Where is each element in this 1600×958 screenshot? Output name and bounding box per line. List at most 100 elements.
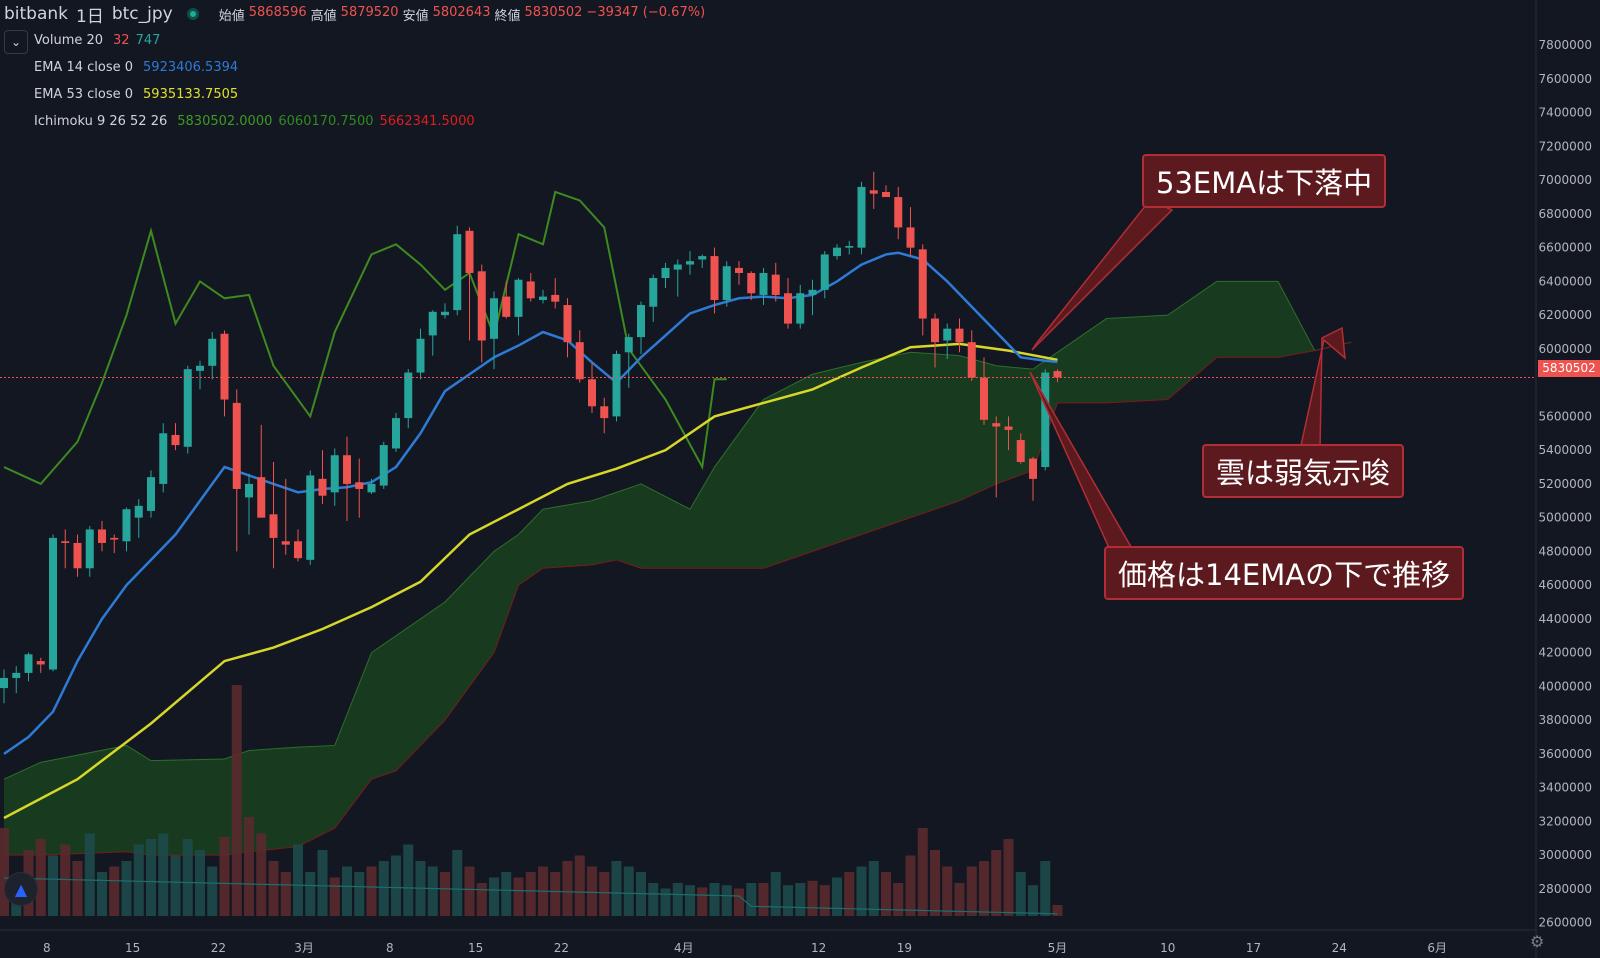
candle-body bbox=[477, 271, 486, 341]
candle-body bbox=[588, 379, 596, 407]
volume-value-1: 32 bbox=[113, 33, 130, 48]
legend-ichimoku[interactable]: Ichimoku 9 26 52 26 5830502.0000 6060170… bbox=[34, 114, 475, 129]
volume-label: Volume 20 bbox=[34, 33, 104, 48]
candle-body bbox=[453, 234, 462, 311]
candle-body bbox=[73, 542, 82, 569]
legend-ema53[interactable]: EMA 53 close 0 5935133.7505 bbox=[34, 87, 238, 102]
candle-body bbox=[612, 353, 621, 417]
candle-body bbox=[514, 279, 523, 317]
volume-bar bbox=[109, 866, 120, 916]
ema14-line bbox=[3, 251, 1058, 755]
y-tick-label: 7600000 bbox=[1539, 72, 1592, 86]
candle-body bbox=[416, 338, 425, 373]
candle-body bbox=[318, 478, 327, 496]
x-tick-label: 19 bbox=[897, 941, 912, 955]
candle-body bbox=[392, 418, 400, 449]
volume-bar bbox=[366, 866, 377, 916]
candle-body bbox=[379, 445, 388, 486]
volume-bar bbox=[611, 861, 622, 916]
x-tick-label: 12 bbox=[811, 941, 826, 955]
x-tick-label: 6月 bbox=[1427, 941, 1447, 955]
candle-body bbox=[686, 261, 694, 265]
volume-bar bbox=[856, 866, 867, 916]
volume-bar bbox=[354, 872, 365, 916]
volume-bar bbox=[550, 872, 561, 916]
candle-body bbox=[220, 333, 229, 400]
interval-label[interactable]: 1日 bbox=[76, 6, 104, 27]
market-status-icon bbox=[186, 8, 199, 20]
candle-body bbox=[490, 298, 498, 339]
x-tick-label: 8 bbox=[386, 941, 394, 955]
symbol-name[interactable]: btc_jpy bbox=[111, 4, 173, 24]
volume-bar bbox=[60, 844, 71, 916]
candle-body bbox=[967, 342, 976, 378]
volume-bar bbox=[72, 861, 83, 916]
low-label: 安値 bbox=[402, 8, 429, 24]
y-tick-label: 6200000 bbox=[1539, 308, 1592, 322]
candle-body bbox=[355, 482, 364, 489]
candle-body bbox=[404, 372, 413, 419]
volume-bar bbox=[966, 866, 977, 916]
symbol-header: bitbank 1日 btc_jpy 始値 5868596 高値 5879520 安… bbox=[4, 2, 705, 27]
candle-body bbox=[845, 245, 854, 248]
y-tick-label: 5000000 bbox=[1539, 511, 1592, 525]
gear-icon[interactable]: ⚙ bbox=[1530, 932, 1545, 951]
candle-body bbox=[367, 483, 376, 493]
annotation-price[interactable]: 価格は14EMAの下で推移 bbox=[1104, 546, 1465, 600]
candle-body bbox=[624, 337, 633, 353]
candle-body bbox=[98, 529, 106, 543]
volume-bar bbox=[121, 861, 132, 916]
annotation-53ema[interactable]: 53EMAは下落中 bbox=[1142, 154, 1387, 208]
candle-body bbox=[122, 509, 131, 542]
volume-bar bbox=[1015, 872, 1026, 916]
legend-ema14[interactable]: EMA 14 close 0 5923406.5394 bbox=[34, 60, 238, 75]
chevron-down-icon[interactable]: ⌄ bbox=[4, 30, 28, 54]
candle-body bbox=[698, 256, 707, 260]
change-value: −39347 (−0.67%) bbox=[586, 4, 706, 20]
volume-bar bbox=[427, 866, 438, 916]
close-label: 終値 bbox=[494, 8, 521, 24]
volume-bar bbox=[685, 885, 695, 916]
candle-body bbox=[281, 541, 290, 545]
candle-body bbox=[918, 249, 927, 319]
candle-body bbox=[428, 311, 437, 336]
volume-bar bbox=[464, 866, 475, 916]
volume-bar bbox=[734, 888, 744, 916]
candle-body bbox=[269, 514, 278, 538]
volume-bar bbox=[378, 861, 389, 916]
candle-body bbox=[906, 227, 915, 248]
volume-bar bbox=[0, 828, 9, 916]
x-tick-label: 5月 bbox=[1048, 941, 1068, 955]
candle-body bbox=[245, 483, 253, 498]
volume-bar bbox=[452, 850, 463, 916]
ohlc-values: 始値 5868596 高値 5879520 安値 5802643 終値 5830502 … bbox=[219, 5, 705, 24]
volume-bar bbox=[1003, 839, 1014, 916]
y-tick-label: 4200000 bbox=[1539, 646, 1592, 660]
y-tick-label: 4400000 bbox=[1539, 612, 1592, 626]
x-tick-label: 15 bbox=[125, 941, 140, 955]
legend-volume[interactable]: Volume 20 32 747 bbox=[34, 33, 160, 48]
volume-bar bbox=[868, 861, 879, 916]
volume-value-2: 747 bbox=[135, 33, 161, 48]
volume-bar bbox=[1028, 885, 1038, 916]
volume-bar bbox=[146, 839, 156, 916]
candle-body bbox=[820, 254, 829, 290]
chikou-span bbox=[3, 190, 727, 486]
candle-body bbox=[710, 256, 719, 300]
volume-bar bbox=[795, 883, 806, 916]
volume-bar bbox=[84, 833, 95, 916]
x-tick-label: 3月 bbox=[294, 941, 314, 955]
volume-bar bbox=[170, 855, 181, 916]
annotation-cloud[interactable]: 雲は弱気示唆 bbox=[1202, 444, 1405, 498]
candle-body bbox=[661, 267, 670, 279]
tradingview-logo-icon[interactable]: ▲ bbox=[4, 872, 38, 906]
candle-body bbox=[1016, 440, 1025, 462]
volume-ma-line bbox=[3, 877, 1058, 915]
volume-bar bbox=[599, 872, 610, 916]
exchange-name[interactable]: bitbank bbox=[4, 4, 69, 24]
y-tick-label: 3800000 bbox=[1539, 713, 1592, 727]
x-tick-label: 22 bbox=[211, 941, 226, 955]
candle-body bbox=[183, 369, 192, 447]
ichimoku-value-3: 5662341.5000 bbox=[379, 114, 475, 129]
